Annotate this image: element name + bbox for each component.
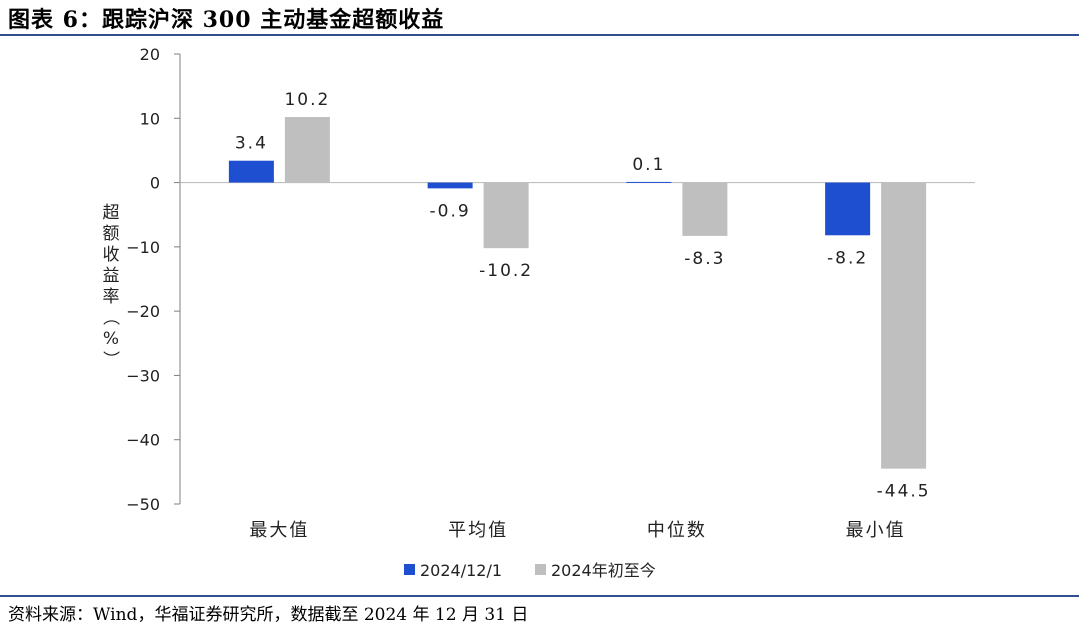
bar [228, 160, 274, 183]
y-axis-label-char: 率 [103, 287, 120, 307]
data-label: 0.1 [632, 155, 665, 175]
bar [881, 182, 927, 469]
bar [825, 182, 871, 236]
y-tick-label: 10 [140, 109, 160, 128]
legend-label: 2024年初至今 [551, 561, 656, 580]
data-label: 10.2 [284, 90, 330, 110]
bars [228, 117, 927, 469]
bar [682, 182, 728, 236]
title-divider [0, 34, 1079, 36]
page-title: 图表 6：跟踪沪深 300 主动基金超额收益 [8, 7, 445, 33]
data-label: -0.9 [430, 201, 471, 221]
y-axis-label-char: ） [100, 351, 120, 368]
y-tick-label: 20 [140, 45, 160, 64]
footer-divider [0, 595, 1079, 597]
category-label: 平均值 [448, 520, 508, 541]
legend-swatch [404, 564, 415, 575]
y-axis-label-char: （ [100, 309, 120, 326]
y-axis: 20 10 0 −10 −20 −30 −40 −50 [126, 45, 975, 514]
y-tick-label: −10 [126, 238, 160, 257]
category-label: 中位数 [647, 520, 707, 541]
legend: 2024/12/1 2024年初至今 [404, 561, 656, 580]
y-tick-label: −40 [126, 431, 160, 450]
y-tick-label: −20 [126, 302, 160, 321]
legend-label: 2024/12/1 [420, 561, 502, 580]
data-label: -10.2 [479, 261, 533, 281]
y-tick-label: −30 [126, 366, 160, 385]
source-note: 资料来源：Wind，华福证券研究所，数据截至 2024 年 12 月 31 日 [8, 605, 529, 625]
y-axis-label-char: 益 [103, 266, 120, 286]
y-tick-label: −50 [126, 495, 160, 514]
data-label: -8.2 [827, 248, 868, 268]
bar-chart: 20 10 0 −10 −20 −30 −40 −50 3.4 10.2 -0.9 -10.2 0.1… [100, 45, 975, 580]
y-axis-label-char: % [103, 329, 119, 349]
data-label: 3.4 [235, 134, 268, 154]
data-labels: 3.4 10.2 -0.9 -10.2 0.1 -8.3 -8.2 -44.5 [235, 90, 931, 502]
bar [427, 182, 473, 189]
y-axis-label-char: 收 [103, 245, 120, 265]
y-tick-label: 0 [150, 174, 160, 193]
data-label: -8.3 [684, 249, 725, 269]
y-axis-label-char: 额 [103, 224, 120, 244]
y-axis-label-char: 超 [103, 203, 120, 223]
category-labels: 最大值 平均值 中位数 最小值 [249, 520, 906, 541]
bar [284, 117, 330, 183]
legend-swatch [535, 564, 546, 575]
category-label: 最大值 [249, 520, 309, 541]
bar [626, 181, 672, 183]
category-label: 最小值 [846, 520, 906, 541]
data-label: -44.5 [877, 482, 931, 502]
bar [483, 182, 529, 249]
